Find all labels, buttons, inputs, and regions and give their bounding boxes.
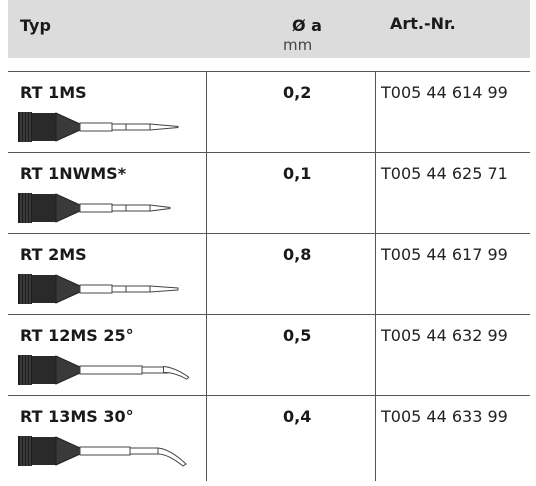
table-row: RT 13MS 30° 0,4 T005 44 633 99 — [8, 396, 530, 481]
table-header: Typ Ø a mm Art.-Nr. — [8, 0, 530, 58]
column-header-diameter-unit: mm — [283, 36, 313, 54]
article-number: T005 44 614 99 — [381, 83, 508, 102]
table-row: RT 12MS 25° 0,5 T005 44 632 99 — [8, 315, 530, 396]
tip-type-name: RT 2MS — [20, 245, 87, 264]
article-number: T005 44 617 99 — [381, 245, 508, 264]
column-divider — [206, 396, 207, 481]
tip-table: RT 1MS 0,2 T005 44 614 99 RT 1NWMS* 0,1 … — [8, 71, 530, 481]
column-divider — [375, 234, 376, 314]
column-header-diameter: Ø a — [292, 16, 322, 35]
straight-fine-tip-icon — [18, 274, 179, 304]
column-divider — [206, 234, 207, 314]
tip-type-name: RT 12MS 25° — [20, 326, 134, 345]
tip-type-name: RT 13MS 30° — [20, 407, 134, 426]
column-divider — [206, 72, 207, 152]
tip-diameter: 0,1 — [283, 164, 312, 183]
table-row: RT 1MS 0,2 T005 44 614 99 — [8, 72, 530, 153]
article-number: T005 44 632 99 — [381, 326, 508, 345]
column-divider — [375, 153, 376, 233]
article-number: T005 44 625 71 — [381, 164, 508, 183]
column-divider — [375, 315, 376, 395]
bent-tip-icon — [18, 355, 190, 385]
tip-diameter: 0,2 — [283, 83, 312, 102]
column-header-type: Typ — [20, 16, 51, 35]
column-divider — [206, 153, 207, 233]
tip-diameter: 0,4 — [283, 407, 312, 426]
tip-diameter: 0,5 — [283, 326, 312, 345]
tip-type-name: RT 1MS — [20, 83, 87, 102]
table-row: RT 1NWMS* 0,1 T005 44 625 71 — [8, 153, 530, 234]
column-divider — [375, 396, 376, 481]
straight-fine-tip-icon — [18, 193, 171, 223]
article-number: T005 44 633 99 — [381, 407, 508, 426]
straight-fine-tip-icon — [18, 112, 179, 142]
column-divider — [375, 72, 376, 152]
tip-type-name: RT 1NWMS* — [20, 164, 127, 183]
column-divider — [206, 315, 207, 395]
tip-diameter: 0,8 — [283, 245, 312, 264]
table-row: RT 2MS 0,8 T005 44 617 99 — [8, 234, 530, 315]
column-header-article-number: Art.-Nr. — [390, 14, 456, 33]
bent-tip-icon — [18, 436, 187, 467]
